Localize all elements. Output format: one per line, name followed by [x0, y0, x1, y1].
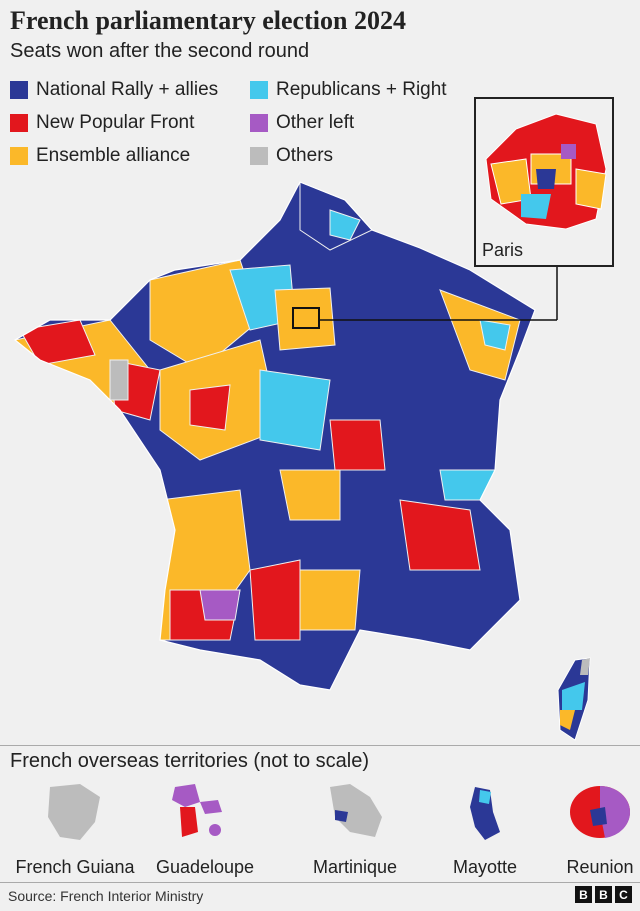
legend-swatch [10, 81, 28, 99]
legend-label: Others [276, 145, 334, 166]
legend-swatch [250, 114, 268, 132]
territory-guadeloupe: Guadeloupe [150, 782, 260, 878]
bbc-logo: B B C [575, 886, 632, 903]
source-note: Source: French Interior Ministry [8, 888, 204, 904]
mayotte-shape [470, 787, 500, 840]
territory-martinique: Martinique [300, 782, 410, 878]
paris-marker [292, 307, 320, 329]
territory-french-guiana: French Guiana [15, 782, 135, 878]
guadeloupe-shape [172, 784, 222, 837]
territory-name: French Guiana [15, 857, 135, 877]
legend-label: Ensemble alliance [36, 145, 191, 166]
map-title: French parliamentary election 2024 [10, 6, 406, 35]
territory-reunion: Reunion [545, 782, 640, 878]
legend-label: Other left [276, 112, 355, 133]
paris-inset-label: Paris [482, 240, 524, 260]
map-subtitle: Seats won after the second round [10, 40, 310, 62]
territory-name: Reunion [566, 857, 634, 877]
legend-label: Republicans + Right [276, 79, 447, 100]
overseas-title: French overseas territories (not to scal… [10, 750, 370, 772]
legend-others: Others [250, 145, 333, 167]
france-map [13, 181, 591, 741]
legend-new-popular-front: New Popular Front [10, 112, 194, 134]
territory-name: Mayotte [452, 857, 518, 877]
legend-label: National Rally + allies [36, 79, 219, 100]
territory-name: Guadeloupe [155, 857, 255, 877]
legend-swatch [250, 147, 268, 165]
legend-swatch [250, 81, 268, 99]
legend-republicans: Republicans + Right [250, 79, 447, 101]
territory-name: Martinique [312, 857, 398, 877]
legend-other-left: Other left [250, 112, 354, 134]
reunion-shape [570, 786, 631, 838]
legend-swatch [10, 114, 28, 132]
legend-label: New Popular Front [36, 112, 195, 133]
martinique-shape [330, 784, 382, 837]
french-guiana-shape [48, 784, 100, 840]
paris-inset: Paris [474, 97, 614, 267]
legend-national-rally: National Rally + allies [10, 79, 218, 101]
territory-mayotte: Mayotte [430, 782, 540, 878]
legend-swatch [10, 147, 28, 165]
legend-ensemble: Ensemble alliance [10, 145, 190, 167]
overseas-panel: French overseas territories (not to scal… [0, 745, 640, 883]
paris-inset-map [485, 113, 607, 230]
